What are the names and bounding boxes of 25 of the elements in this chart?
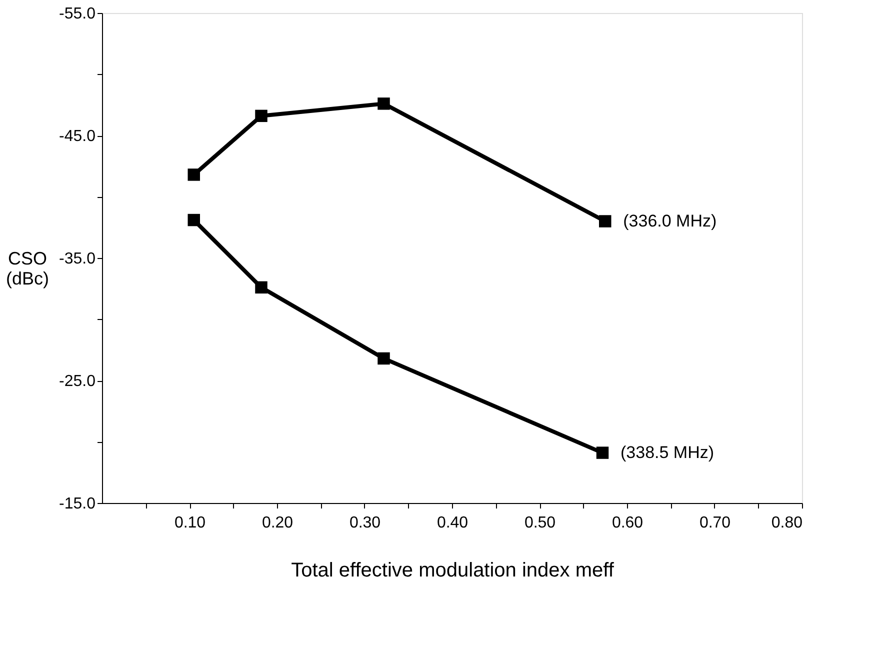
x-tick-label: 0.60 <box>612 514 644 532</box>
y-tick-label: -45.0 <box>59 128 96 145</box>
point <box>378 352 390 365</box>
y-tick-label: -15.0 <box>59 496 96 512</box>
x-tick-label: 0.40 <box>436 514 468 532</box>
x-tick-label: 0.30 <box>349 514 381 532</box>
point <box>188 168 200 181</box>
point <box>596 446 609 459</box>
point <box>255 281 268 294</box>
x-tick-label: 0.80 <box>771 514 803 532</box>
x-tick-label: 0.50 <box>524 514 556 532</box>
x-tick-label: 0.20 <box>262 514 294 532</box>
x-tick-label: 0.70 <box>699 514 731 532</box>
series-label: (336.0 MHz) <box>623 211 717 230</box>
y-tick-label: -35.0 <box>59 250 96 268</box>
point <box>599 215 612 228</box>
y-axis-title: CSO (dBc) <box>6 248 50 288</box>
x-axis-title: Total effective modulation index meff <box>291 560 614 582</box>
series-label: (338.5 MHz) <box>620 442 714 462</box>
y-tick-label: -55.0 <box>59 6 96 22</box>
point <box>255 110 268 122</box>
x-tick-label: 0.10 <box>174 514 206 532</box>
point <box>188 214 200 226</box>
y-tick-label: -25.0 <box>59 373 96 390</box>
point <box>378 98 390 110</box>
